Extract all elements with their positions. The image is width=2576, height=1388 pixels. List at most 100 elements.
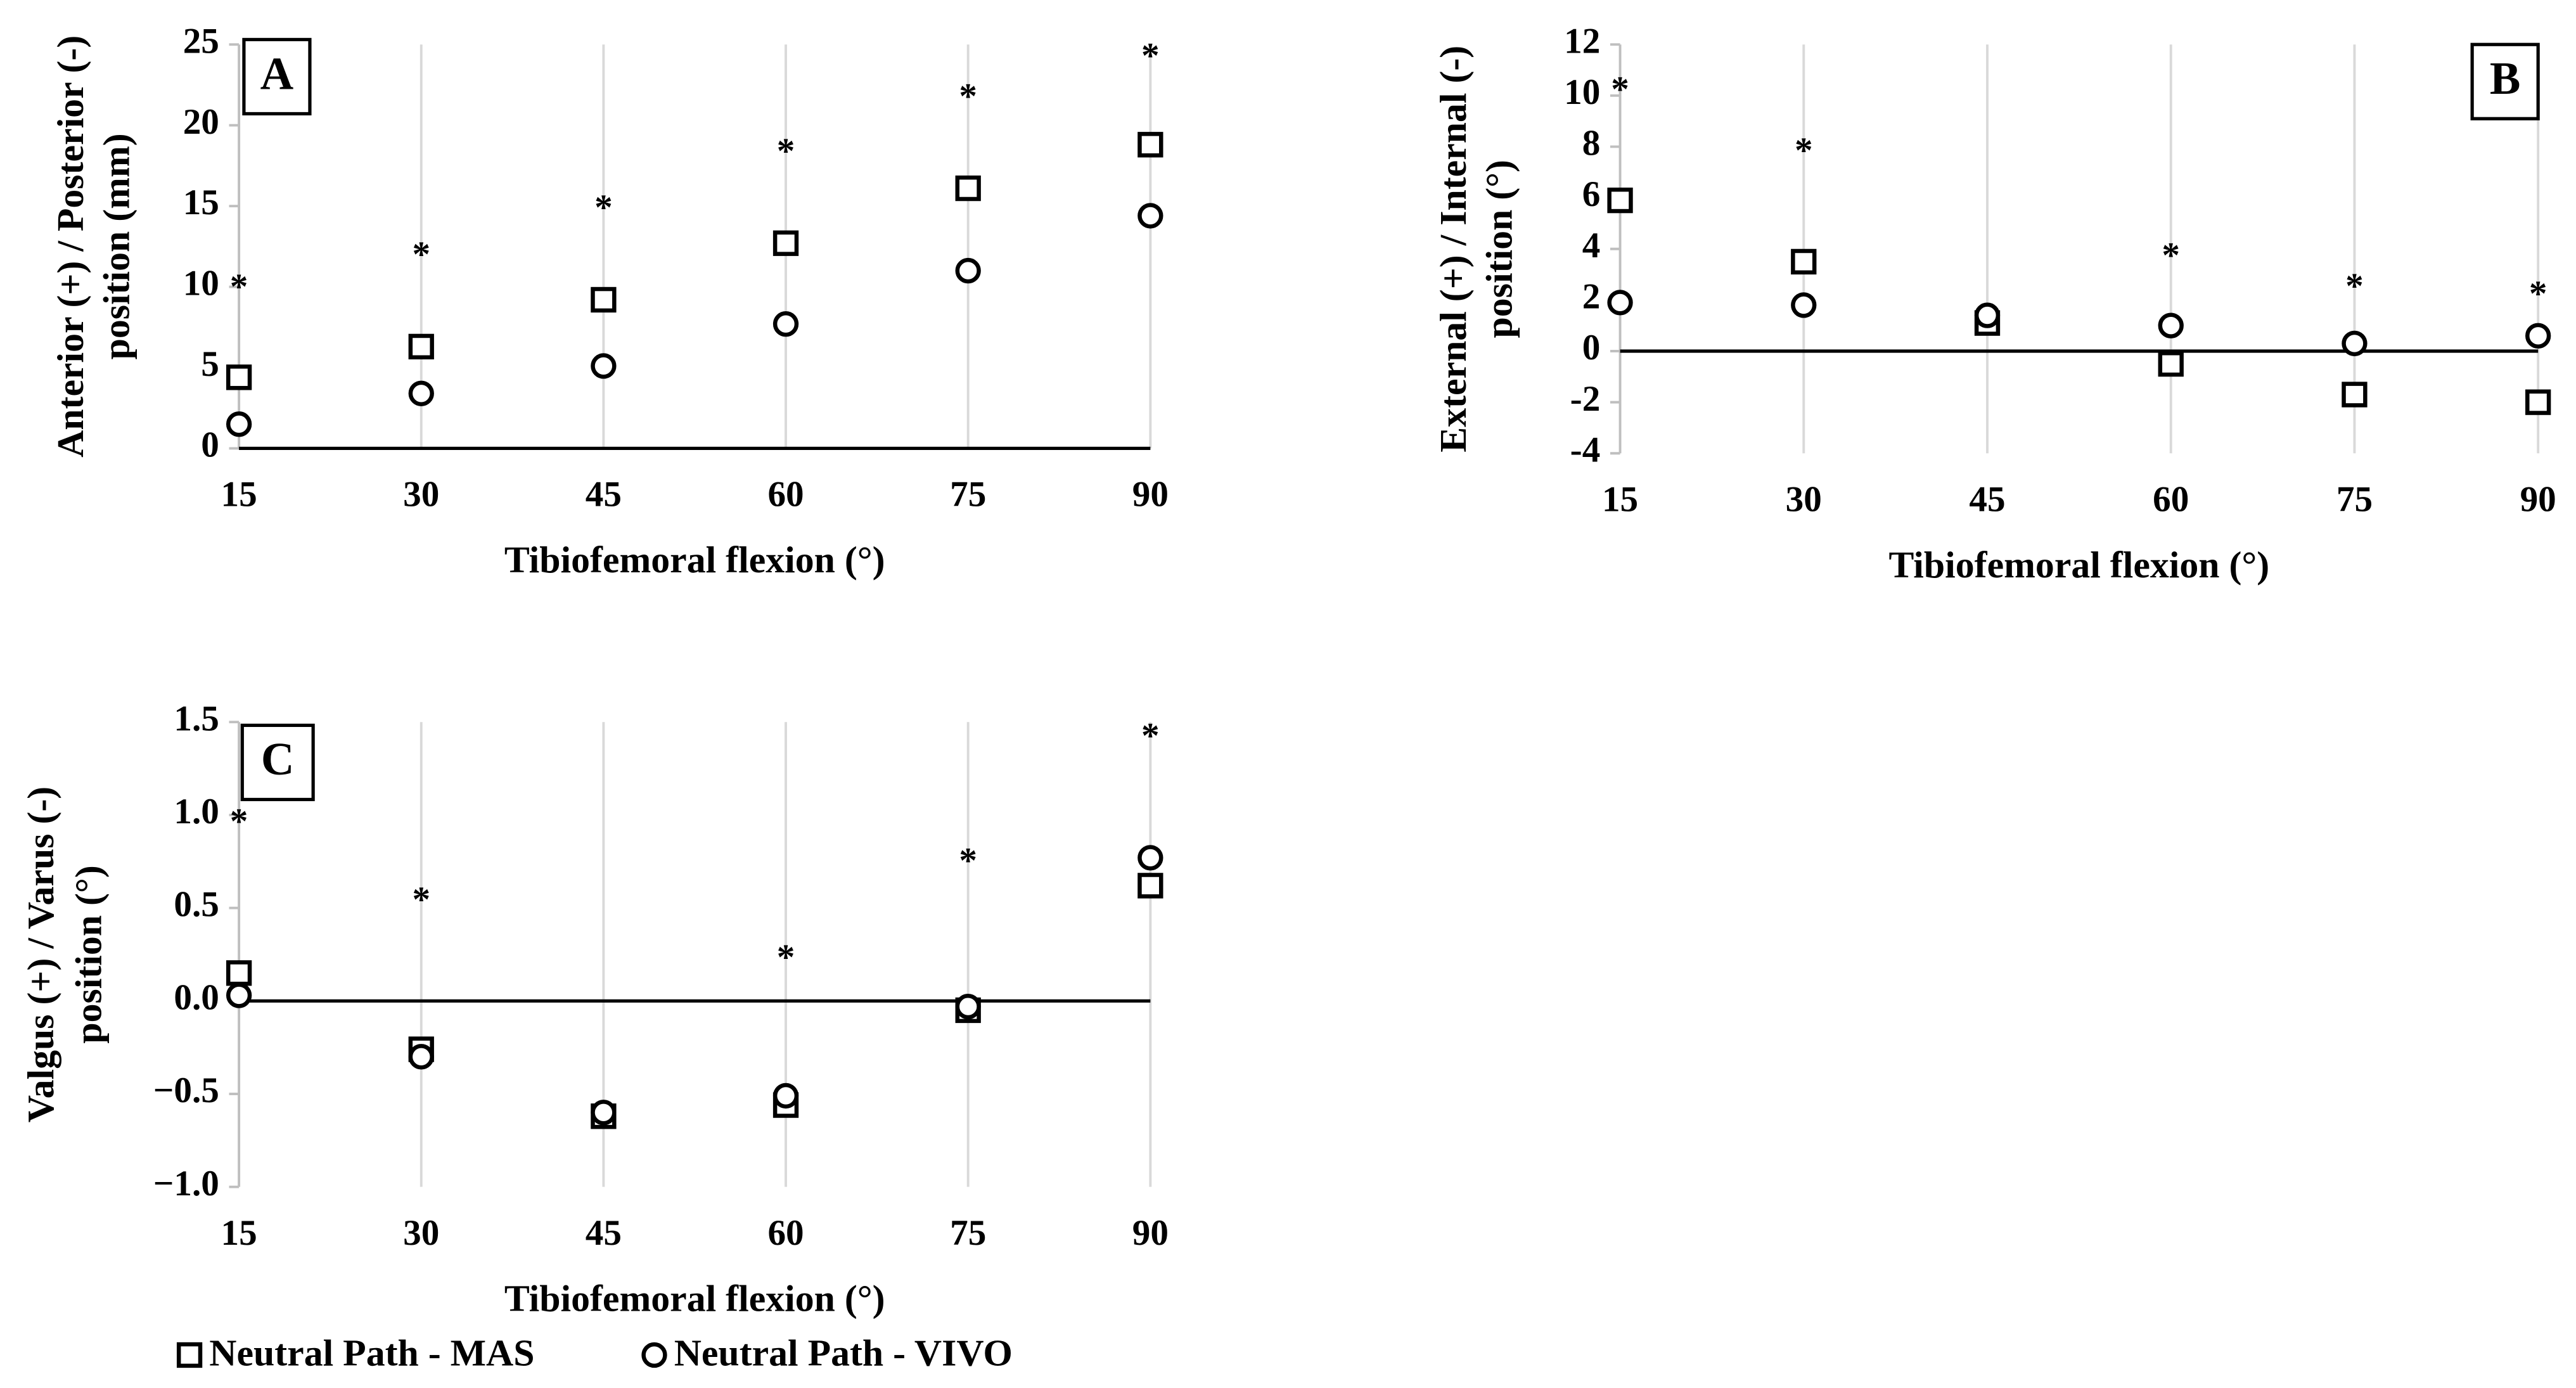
data-point bbox=[1607, 187, 1633, 214]
significance-mark: * bbox=[230, 267, 248, 307]
data-point bbox=[1791, 248, 1817, 275]
data-point bbox=[408, 1044, 434, 1070]
significance-mark: * bbox=[959, 76, 977, 116]
x-tick-label: 15 bbox=[221, 1213, 257, 1253]
y-axis-title: position (°) bbox=[1478, 160, 1520, 338]
significance-mark: * bbox=[594, 188, 613, 228]
y-tick-label: 1.0 bbox=[174, 792, 219, 832]
y-tick-label: 6 bbox=[1582, 174, 1601, 214]
data-point bbox=[772, 1083, 799, 1109]
x-axis-title: Tibiofemoral flexion (°) bbox=[504, 539, 885, 581]
data-point bbox=[591, 286, 617, 313]
x-tick-label: 60 bbox=[767, 1213, 804, 1253]
data-point bbox=[955, 175, 981, 202]
x-tick-label: 90 bbox=[2520, 479, 2556, 519]
y-axis-title: External (+) / Internal (-) bbox=[1432, 46, 1474, 453]
data-point bbox=[772, 230, 799, 256]
y-tick-label: 0.5 bbox=[174, 885, 219, 925]
x-axis-title: Tibiofemoral flexion (°) bbox=[504, 1277, 885, 1319]
significance-mark: * bbox=[959, 840, 977, 880]
x-tick-label: 30 bbox=[403, 1213, 439, 1253]
panel-label: B bbox=[2490, 53, 2521, 104]
legend-label: Neutral Path - VIVO bbox=[674, 1332, 1013, 1373]
data-point bbox=[1137, 203, 1163, 229]
data-point bbox=[1791, 292, 1817, 318]
y-tick-label: −1.0 bbox=[153, 1164, 219, 1204]
panel-label-box bbox=[2470, 42, 2540, 120]
data-point bbox=[2158, 351, 2184, 377]
x-tick-label: 45 bbox=[1969, 479, 2005, 519]
y-axis-title: position (mm) bbox=[96, 133, 138, 359]
data-point bbox=[2342, 330, 2368, 357]
x-tick-label: 30 bbox=[1786, 479, 1822, 519]
y-tick-label: 12 bbox=[1564, 21, 1600, 61]
data-point bbox=[955, 993, 981, 1020]
significance-mark: * bbox=[230, 802, 248, 842]
data-point bbox=[1974, 302, 2001, 328]
data-point bbox=[772, 311, 799, 337]
data-point bbox=[226, 411, 252, 437]
y-tick-label: 10 bbox=[183, 264, 219, 304]
data-point bbox=[2158, 312, 2184, 338]
legend-marker bbox=[176, 1342, 203, 1368]
x-tick-label: 75 bbox=[950, 475, 986, 515]
data-point bbox=[408, 333, 434, 360]
significance-mark: * bbox=[777, 937, 795, 977]
data-point bbox=[226, 960, 252, 986]
significance-mark: * bbox=[412, 235, 430, 274]
x-tick-label: 90 bbox=[1132, 1213, 1169, 1253]
data-point bbox=[591, 353, 617, 379]
x-tick-label: 15 bbox=[1602, 479, 1638, 519]
significance-mark: * bbox=[777, 131, 795, 171]
significance-mark: * bbox=[2345, 266, 2364, 306]
y-tick-label: −0.5 bbox=[153, 1070, 219, 1110]
x-tick-label: 45 bbox=[586, 1213, 622, 1253]
significance-mark: * bbox=[1141, 36, 1160, 76]
data-point bbox=[226, 364, 252, 390]
chart-panel: 15 30 45 60 75 90 −1.0 −0.5 0.0 0.5 1.0 1.5 Tibiofem… bbox=[20, 698, 1169, 1319]
data-point bbox=[2525, 323, 2551, 349]
data-point bbox=[2342, 382, 2368, 408]
panel-label-box bbox=[242, 37, 312, 116]
legend-label: Neutral Path - MAS bbox=[209, 1332, 534, 1373]
x-axis-title: Tibiofemoral flexion (°) bbox=[1888, 544, 2269, 586]
significance-mark: * bbox=[412, 880, 430, 920]
chart-panel: 15 30 45 60 75 90 -4 -2 0 2 4 6 8 10 12 Tibiofemoral fl… bbox=[1432, 21, 2556, 586]
legend-marker bbox=[641, 1342, 667, 1368]
y-tick-label: -2 bbox=[1570, 379, 1601, 419]
data-point bbox=[1137, 845, 1163, 871]
data-point bbox=[226, 982, 252, 1008]
x-tick-label: 75 bbox=[2336, 479, 2373, 519]
significance-mark: * bbox=[1795, 131, 1813, 170]
data-point bbox=[408, 380, 434, 406]
y-tick-label: 0.0 bbox=[174, 977, 219, 1017]
data-point bbox=[2525, 389, 2551, 415]
panel-label-box bbox=[240, 723, 315, 802]
data-point bbox=[591, 1100, 617, 1126]
x-tick-label: 75 bbox=[950, 1213, 986, 1253]
chart-panel: 15 30 45 60 75 90 0 5 10 15 20 25 Tibiofemoral flexi… bbox=[49, 21, 1169, 581]
x-tick-label: 15 bbox=[221, 475, 257, 515]
y-tick-label: 10 bbox=[1564, 72, 1600, 112]
y-tick-label: 20 bbox=[183, 102, 219, 142]
y-tick-label: 5 bbox=[201, 344, 219, 384]
panel-label: C bbox=[261, 733, 295, 785]
y-tick-label: 0 bbox=[1582, 328, 1601, 368]
significance-mark: * bbox=[2529, 274, 2547, 314]
y-tick-label: 4 bbox=[1582, 226, 1601, 266]
y-tick-label: 0 bbox=[201, 425, 219, 465]
y-axis-title: Anterior (+) / Posterior (-) bbox=[49, 35, 91, 458]
y-tick-label: 15 bbox=[183, 183, 219, 222]
x-tick-label: 60 bbox=[2153, 479, 2189, 519]
y-tick-label: 8 bbox=[1582, 124, 1601, 164]
x-tick-label: 30 bbox=[403, 475, 439, 515]
x-tick-label: 90 bbox=[1132, 475, 1169, 515]
y-tick-label: 25 bbox=[183, 21, 219, 61]
significance-mark: * bbox=[2162, 235, 2180, 275]
data-point bbox=[1607, 290, 1633, 316]
panel-label: A bbox=[260, 48, 294, 99]
y-axis-title: Valgus (+) / Varus (-) bbox=[20, 787, 61, 1122]
data-point bbox=[955, 257, 981, 284]
